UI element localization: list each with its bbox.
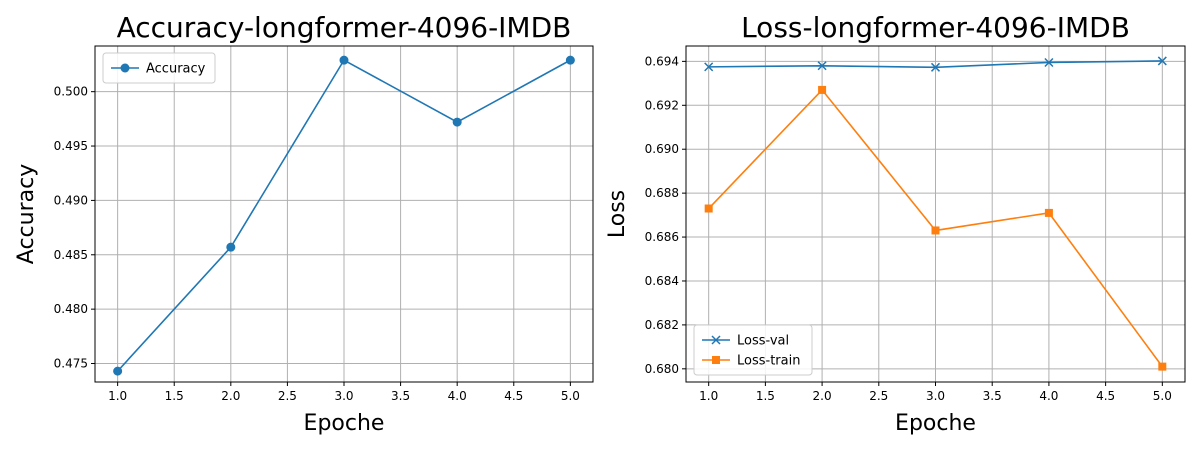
loss-data-point bbox=[1157, 56, 1167, 66]
loss-data-point bbox=[931, 226, 940, 235]
accuracy-plot-frame bbox=[94, 45, 594, 383]
loss-y-tick-label: 0.684 bbox=[645, 274, 679, 288]
accuracy-x-tick-label: 3.5 bbox=[391, 389, 410, 403]
loss-y-tick-label: 0.694 bbox=[645, 54, 679, 68]
accuracy-chart: 1.0 1.5 2.0 2.5 3.0 3.5 4.0 4.5 5.0 0.475 0.480 0.4… bbox=[14, 11, 594, 436]
accuracy-x-tick-label: 4.0 bbox=[448, 389, 467, 403]
loss-legend-label: Loss-train bbox=[737, 354, 800, 369]
loss-data-point bbox=[1158, 362, 1167, 371]
loss-y-tick-label: 0.682 bbox=[645, 318, 679, 332]
accuracy-data-point bbox=[226, 242, 236, 252]
accuracy-x-tick-label: 2.0 bbox=[221, 389, 240, 403]
accuracy-chart-title: Accuracy-longformer-4096-IMDB bbox=[117, 11, 572, 44]
loss-data-point bbox=[1044, 208, 1053, 217]
loss-chart: 1.0 1.5 2.0 2.5 3.0 3.5 4.0 4.5 5.0 0.680 0.682 0.6… bbox=[605, 11, 1186, 436]
loss-y-tick-label: 0.686 bbox=[645, 230, 679, 244]
accuracy-x-tick-label: 1.5 bbox=[165, 389, 184, 403]
loss-legend: Loss-val Loss-train bbox=[693, 324, 813, 376]
loss-x-tick-label: 1.5 bbox=[756, 389, 775, 403]
loss-x-tick-label: 1.0 bbox=[699, 389, 718, 403]
accuracy-x-tick-label: 2.5 bbox=[278, 389, 297, 403]
loss-legend-label: Loss-val bbox=[737, 334, 789, 349]
loss-y-axis-label: Loss bbox=[605, 190, 630, 238]
accuracy-x-tick-label: 5.0 bbox=[561, 389, 580, 403]
accuracy-y-tick-label: 0.480 bbox=[54, 302, 88, 316]
accuracy-data-point bbox=[113, 366, 123, 376]
loss-x-tick-label: 3.0 bbox=[926, 389, 945, 403]
accuracy-x-axis-label: Epoche bbox=[304, 411, 385, 436]
loss-data-point bbox=[704, 62, 714, 72]
accuracy-data-point bbox=[565, 55, 575, 65]
accuracy-data-point bbox=[452, 117, 462, 127]
loss-plot-frame bbox=[685, 45, 1186, 383]
loss-y-tick-label: 0.688 bbox=[645, 186, 679, 200]
loss-data-point bbox=[817, 61, 827, 71]
accuracy-legend-box bbox=[102, 52, 216, 84]
loss-x-tick-label: 4.5 bbox=[1096, 389, 1115, 403]
loss-data-point bbox=[818, 85, 827, 94]
accuracy-y-tick-label: 0.475 bbox=[54, 357, 88, 371]
accuracy-y-tick-label: 0.500 bbox=[54, 85, 88, 99]
loss-legend-marker bbox=[712, 356, 720, 364]
loss-y-tick-label: 0.692 bbox=[645, 98, 679, 112]
accuracy-x-tick-label: 3.0 bbox=[334, 389, 353, 403]
loss-chart-title: Loss-longformer-4096-IMDB bbox=[741, 11, 1130, 44]
accuracy-y-tick-label: 0.495 bbox=[54, 139, 88, 153]
loss-x-tick-label: 5.0 bbox=[1153, 389, 1172, 403]
accuracy-y-tick-label: 0.485 bbox=[54, 248, 88, 262]
accuracy-y-axis-label: Accuracy bbox=[14, 164, 39, 264]
loss-legend-marker bbox=[711, 335, 721, 345]
loss-x-tick-label: 2.5 bbox=[869, 389, 888, 403]
loss-y-tick-label: 0.680 bbox=[645, 362, 679, 376]
accuracy-legend-label: Accuracy bbox=[146, 62, 206, 77]
loss-x-tick-label: 2.0 bbox=[813, 389, 832, 403]
accuracy-x-tick-label: 4.5 bbox=[504, 389, 523, 403]
loss-data-point bbox=[930, 62, 941, 72]
loss-y-tick-label: 0.690 bbox=[645, 142, 679, 156]
loss-data-point bbox=[1044, 57, 1054, 68]
accuracy-legend: Accuracy bbox=[102, 52, 216, 84]
loss-data-point bbox=[704, 204, 713, 213]
loss-legend-box bbox=[693, 324, 813, 376]
loss-x-axis-label: Epoche bbox=[895, 411, 976, 436]
accuracy-x-tick-label: 1.0 bbox=[108, 389, 127, 403]
loss-x-tick-label: 4.0 bbox=[1039, 389, 1058, 403]
accuracy-legend-marker bbox=[120, 63, 130, 73]
accuracy-y-tick-label: 0.490 bbox=[54, 193, 88, 207]
accuracy-data-point bbox=[339, 55, 349, 65]
loss-x-tick-label: 3.5 bbox=[983, 389, 1002, 403]
